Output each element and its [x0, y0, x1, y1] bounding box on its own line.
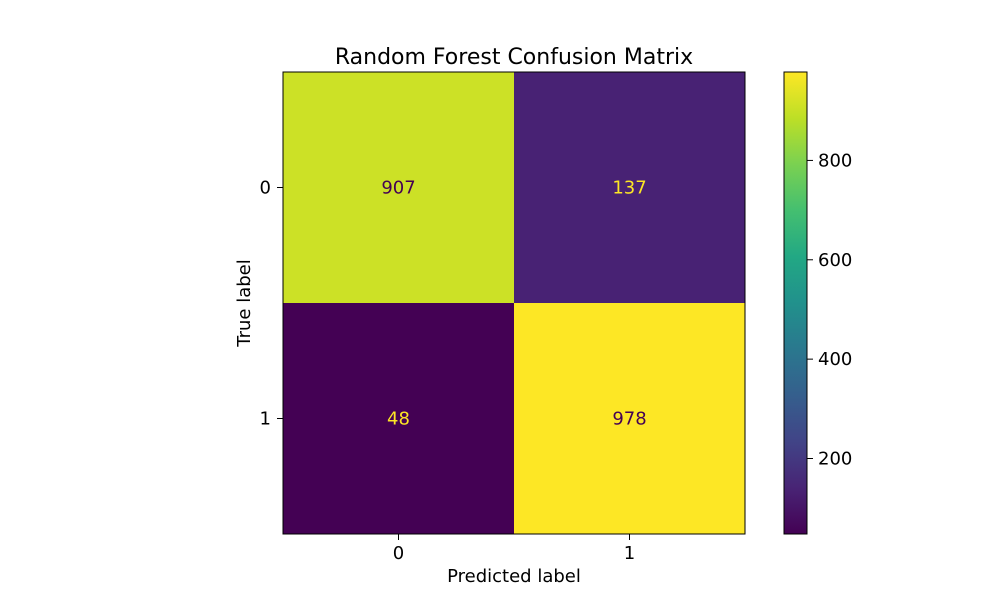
y-tick-label-1: 1 [260, 409, 271, 430]
cell-value-1-0: 48 [387, 409, 410, 430]
matrix-cell-0-0 [283, 72, 514, 303]
matrix-cell-1-0 [283, 303, 514, 534]
colorbar-tick-label-3: 800 [818, 150, 852, 171]
matrix-cell-1-1 [514, 303, 745, 534]
cell-value-0-0: 907 [381, 178, 415, 199]
x-tick-label-1: 1 [624, 543, 635, 564]
chart-title: Random Forest Confusion Matrix [335, 45, 693, 70]
colorbar-tick-label-1: 400 [818, 349, 852, 370]
colorbar-tick-label-0: 200 [818, 448, 852, 469]
colorbar-tick-label-2: 600 [818, 250, 852, 271]
cell-value-labels: 907 137 48 978 [381, 178, 646, 430]
y-axis-label: True label [234, 259, 255, 348]
cell-value-0-1: 137 [612, 178, 646, 199]
cell-value-1-1: 978 [612, 409, 646, 430]
y-tick-label-0: 0 [260, 178, 271, 199]
colorbar: 200 400 600 800 [783, 71, 852, 535]
y-axis: 01 [260, 178, 283, 430]
x-axis-label: Predicted label [447, 566, 581, 587]
plot-frame [282, 71, 746, 535]
matrix-cell-0-1 [514, 72, 745, 303]
matrix-cells [283, 72, 745, 534]
x-tick-label-0: 0 [393, 543, 404, 564]
colorbar-gradient [783, 71, 808, 535]
